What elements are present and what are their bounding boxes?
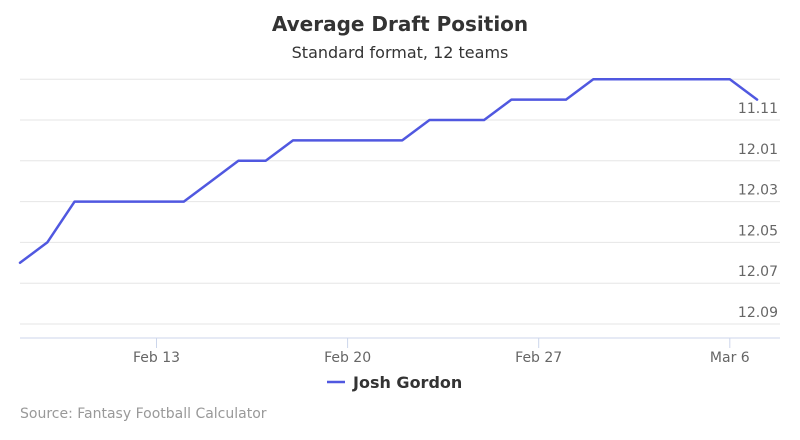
x-tick-label: Mar 6 xyxy=(710,350,750,366)
y-axis: 11.11 12.01 12.03 12.05 12.07 12.09 xyxy=(738,101,778,321)
data-point[interactable] xyxy=(400,138,404,142)
x-axis: Feb 13 Feb 20 Feb 27 Mar 6 xyxy=(20,337,780,366)
y-tick-label: 11.11 xyxy=(738,101,778,117)
data-point[interactable] xyxy=(673,77,677,81)
data-point[interactable] xyxy=(127,200,131,204)
y-tick-label: 12.09 xyxy=(738,305,778,321)
data-point[interactable] xyxy=(346,138,350,142)
chart-subtitle: Standard format, 12 teams xyxy=(292,43,509,62)
data-point[interactable] xyxy=(291,138,295,142)
data-point[interactable] xyxy=(428,118,432,122)
data-point[interactable] xyxy=(155,200,159,204)
data-point[interactable] xyxy=(455,118,459,122)
data-point[interactable] xyxy=(728,77,732,81)
data-point[interactable] xyxy=(264,159,268,163)
data-point[interactable] xyxy=(646,77,650,81)
data-point[interactable] xyxy=(209,179,213,183)
data-point[interactable] xyxy=(509,98,513,102)
x-tick-label: Feb 13 xyxy=(133,350,180,366)
data-point[interactable] xyxy=(45,240,49,244)
data-point[interactable] xyxy=(236,159,240,163)
y-tick-label: 12.05 xyxy=(738,223,778,239)
data-point[interactable] xyxy=(18,261,22,265)
data-point[interactable] xyxy=(373,138,377,142)
legend-label-josh-gordon[interactable]: Josh Gordon xyxy=(352,373,462,392)
y-tick-label: 12.03 xyxy=(738,183,778,199)
chart-title: Average Draft Position xyxy=(272,12,528,36)
data-point[interactable] xyxy=(564,98,568,102)
y-tick-label: 12.01 xyxy=(738,142,778,158)
credit: Source: Fantasy Football Calculator xyxy=(20,406,267,422)
data-point[interactable] xyxy=(100,200,104,204)
data-point[interactable] xyxy=(755,98,759,102)
data-point[interactable] xyxy=(73,200,77,204)
series[interactable] xyxy=(18,77,759,265)
data-point[interactable] xyxy=(701,77,705,81)
data-point[interactable] xyxy=(619,77,623,81)
series-line-josh-gordon[interactable] xyxy=(18,77,759,265)
legend[interactable]: Josh Gordon xyxy=(327,373,462,392)
data-point[interactable] xyxy=(182,200,186,204)
x-tick-label: Feb 27 xyxy=(515,350,562,366)
data-point[interactable] xyxy=(482,118,486,122)
data-point[interactable] xyxy=(318,138,322,142)
data-point[interactable] xyxy=(591,77,595,81)
data-point[interactable] xyxy=(537,98,541,102)
y-tick-label: 12.07 xyxy=(738,264,778,280)
x-tick-label: Feb 20 xyxy=(324,350,371,366)
